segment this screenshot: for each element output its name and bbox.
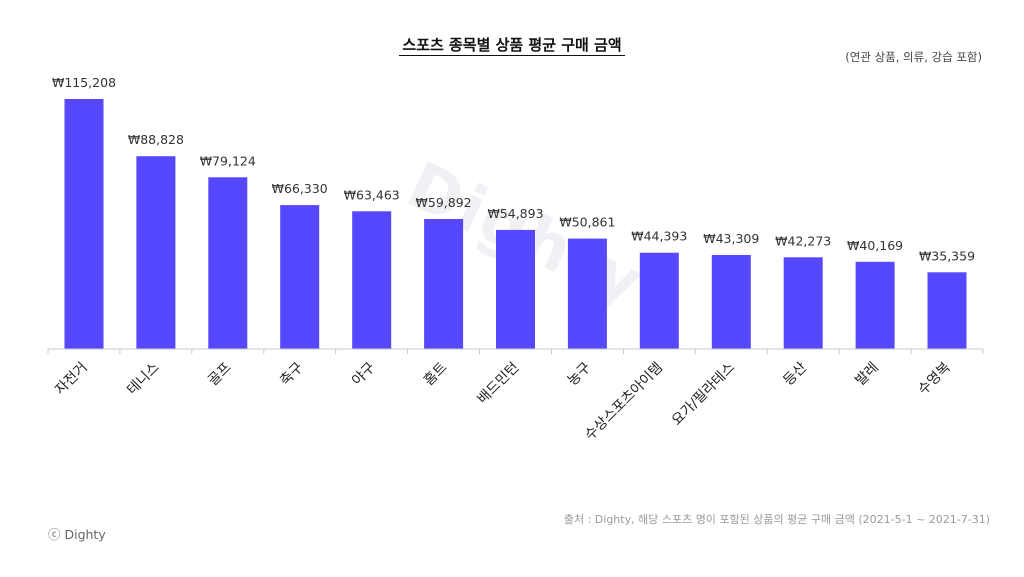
data-label-4: ₩66,330 [272,181,328,196]
bar-1 [64,99,104,349]
bar-2 [136,156,176,349]
data-label-7: ₩54,893 [487,206,543,221]
data-label-13: ₩35,359 [919,248,975,263]
chart-subtitle: (연관 상품, 의류, 강습 포함) [845,50,982,64]
x-tick-label-13: 수영복 [915,359,954,398]
bar-13 [927,272,967,349]
data-label-3: ₩79,124 [200,153,256,168]
x-tick-label-6: 홈트 [421,359,451,389]
source-note: 출처 : Dighty, 해당 스포츠 명이 포함된 상품의 평균 구매 금액 … [563,513,990,526]
bar-7 [496,229,535,349]
x-tick-label-4: 축구 [277,359,307,389]
bar-12 [855,261,895,349]
x-tick-label-11: 등산 [780,359,810,389]
x-tick-label-8: 농구 [565,359,595,389]
bar-9 [639,252,679,349]
bar-3 [208,177,248,349]
bar-6 [424,219,464,349]
x-tick-label-12: 발레 [852,360,882,390]
bar-5 [352,211,392,349]
bar-8 [567,238,607,349]
chart-title: 스포츠 종목별 상품 평균 구매 금액 [0,34,1024,56]
data-label-2: ₩88,828 [128,132,184,147]
data-label-8: ₩50,861 [559,215,615,230]
x-tick-label-5: 야구 [349,359,379,389]
bar-4 [280,205,320,349]
bar-11 [783,257,823,349]
chart-title-text: 스포츠 종목별 상품 평균 구매 금액 [399,36,625,56]
x-tick-label-7: 배드민턴 [475,360,523,408]
data-label-1: ₩115,208 [52,75,116,90]
x-tick-label-2: 테니스 [124,359,163,398]
data-label-12: ₩40,169 [847,238,903,253]
bar-10 [711,255,751,349]
x-tick-label-9: 수상스포츠아이템 [582,360,666,444]
data-label-5: ₩63,463 [344,187,400,202]
copyright-brand: ⓒ Dighty [48,527,106,542]
data-label-10: ₩43,309 [703,231,759,246]
data-label-9: ₩44,393 [631,229,687,244]
x-tick-label-10: 요가/필라테스 [669,359,738,428]
x-tick-label-1: 자전거 [52,360,91,399]
data-label-11: ₩42,273 [775,233,831,248]
x-tick-label-3: 골프 [205,359,235,389]
data-label-6: ₩59,892 [416,195,472,210]
